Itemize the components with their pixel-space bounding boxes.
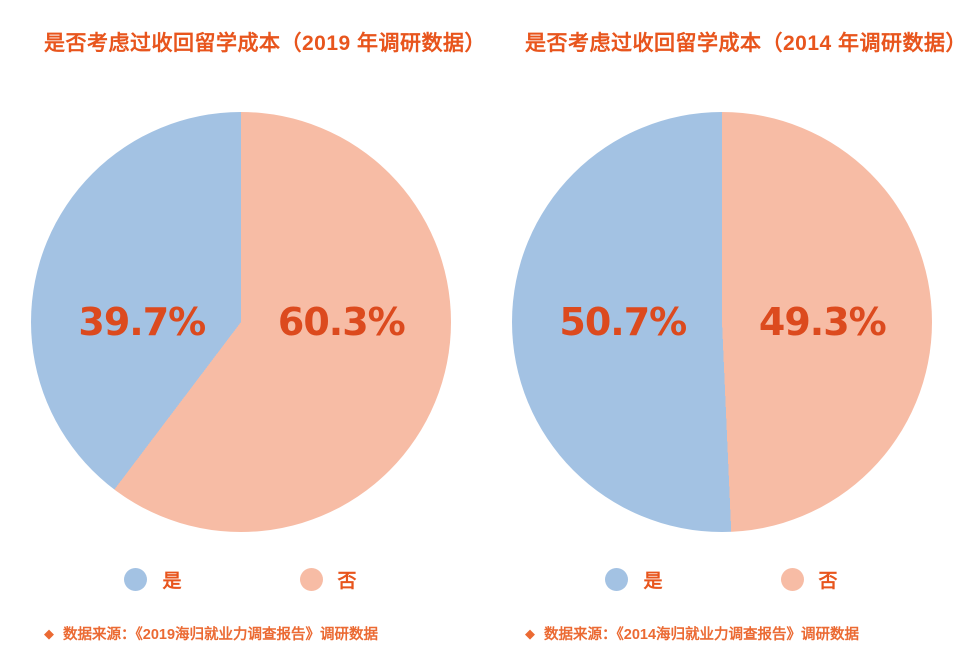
pie-chart-wrap: 39.7% 60.3%	[30, 112, 451, 532]
pie-chart	[511, 112, 932, 532]
legend-item-yes: 是	[124, 566, 182, 593]
source-note-text: 数据来源：《2014海归就业力调查报告》调研数据	[544, 627, 860, 643]
legend-dot-yes	[605, 568, 629, 591]
legend-dot-no	[780, 568, 804, 591]
legend-item-no: 否	[780, 566, 838, 593]
chart-title: 是否考虑过收回留学成本（2014 年调研数据）	[525, 32, 962, 55]
legend-item-no: 否	[299, 566, 357, 593]
legend: 是 否	[0, 566, 481, 593]
pie-chart	[30, 112, 451, 532]
legend-dot-yes	[124, 568, 148, 591]
pie-label-no: 49.3%	[758, 300, 887, 344]
diamond-bullet-icon: ◆	[525, 626, 535, 641]
legend-label-yes: 是	[162, 571, 182, 592]
source-note-text: 数据来源：《2019海归就业力调查报告》调研数据	[63, 627, 379, 643]
chart-panel-2019: 是否考虑过收回留学成本（2019 年调研数据） 39.7% 60.3% 是 否 …	[0, 32, 487, 644]
pie-chart-wrap: 50.7% 49.3%	[511, 112, 932, 532]
chart-title: 是否考虑过收回留学成本（2019 年调研数据）	[44, 32, 487, 55]
legend-label-no: 否	[818, 571, 838, 592]
pie-label-no: 60.3%	[277, 300, 406, 344]
diamond-bullet-icon: ◆	[44, 626, 54, 641]
source-note: ◆ 数据来源：《2019海归就业力调查报告》调研数据	[44, 623, 481, 644]
pie-label-yes: 50.7%	[559, 300, 687, 344]
legend-label-no: 否	[337, 571, 357, 592]
legend: 是 否	[481, 566, 962, 593]
source-note: ◆ 数据来源：《2014海归就业力调查报告》调研数据	[525, 623, 962, 644]
pie-label-yes: 39.7%	[78, 300, 206, 344]
legend-item-yes: 是	[605, 566, 663, 593]
legend-label-yes: 是	[643, 571, 663, 592]
legend-dot-no	[299, 568, 323, 591]
chart-panel-2014: 是否考虑过收回留学成本（2014 年调研数据） 50.7% 49.3% 是 否 …	[481, 0, 962, 672]
